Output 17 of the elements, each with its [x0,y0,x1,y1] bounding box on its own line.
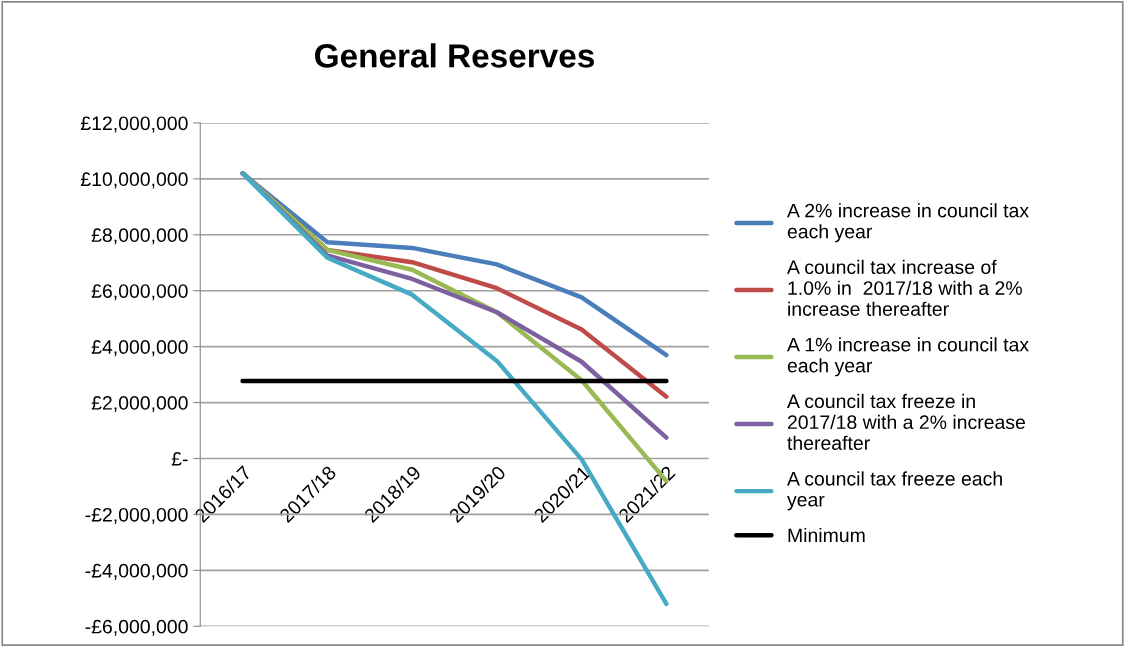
chart-title: General Reserves [315,43,594,68]
legend-label: A council tax increase of 1.0% in 2017/18 with a 2% increase thereafter [787,259,1022,316]
y-tick-label: £8,000,000 [91,228,188,245]
y-tick-label: £6,000,000 [91,284,188,301]
y-tick-label: £4,000,000 [91,340,188,357]
y-tick-label: £12,000,000 [80,116,188,133]
y-tick-label: -£4,000,000 [85,563,188,580]
y-tick-label: -£6,000,000 [85,619,188,636]
legend-label: A 1% increase in council tax each year [787,337,1029,377]
y-tick-label: -£2,000,000 [85,507,188,524]
y-tick-label: £- [171,451,188,466]
y-tick-label: £2,000,000 [91,396,188,413]
legend-label: A 2% increase in council tax each year [787,203,1029,243]
legend-label: A council tax freeze each year [787,471,1002,511]
legend-label: Minimum [788,527,865,543]
legend-label: A council tax freeze in 2017/18 with a 2% increase thereafter [787,393,1025,451]
y-tick-label: £10,000,000 [80,172,188,189]
